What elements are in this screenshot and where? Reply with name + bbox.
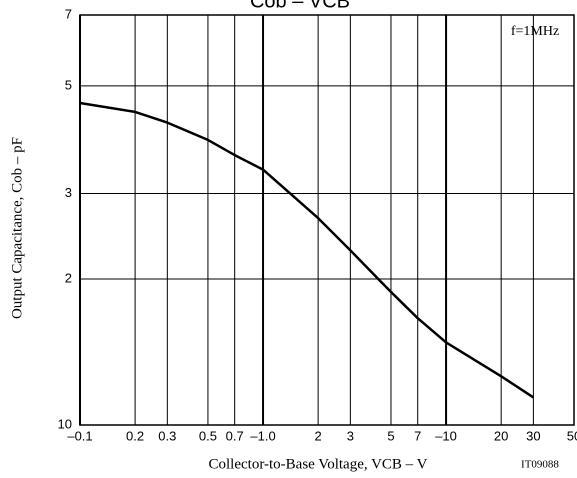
plot-frame bbox=[79, 14, 575, 426]
x-tick-label: 0.3 bbox=[158, 428, 176, 443]
x-tick-label: 0.7 bbox=[226, 428, 244, 443]
y-tick-label: 2 bbox=[65, 270, 72, 285]
x-tick-label: –0.1 bbox=[67, 428, 92, 443]
x-tick-label: –1.0 bbox=[250, 428, 275, 443]
annotation: f=1MHz bbox=[511, 24, 559, 39]
y-tick-label: 3 bbox=[65, 185, 72, 200]
x-tick-label: 7 bbox=[414, 428, 421, 443]
x-tick-label: 30 bbox=[526, 428, 540, 443]
y-tick-label: 7 bbox=[65, 6, 72, 21]
x-tick-label: 5 bbox=[387, 428, 394, 443]
x-tick-label: 3 bbox=[347, 428, 354, 443]
y-axis-label: Output Capacitance, Cob – pF bbox=[9, 137, 25, 319]
data-line bbox=[79, 101, 535, 399]
x-tick-label: 2 bbox=[315, 428, 322, 443]
x-tick-label: 20 bbox=[494, 428, 508, 443]
x-tick-label: 50 bbox=[567, 428, 577, 443]
x-tick-label: 0.5 bbox=[199, 428, 217, 443]
annotation: IT09088 bbox=[521, 459, 559, 471]
chart-title: Cob – VCB bbox=[250, 0, 350, 12]
x-axis-label: Collector-to-Base Voltage, VCB – V bbox=[209, 456, 428, 472]
x-tick-label: –10 bbox=[435, 428, 457, 443]
y-tick-label: 5 bbox=[65, 77, 72, 92]
y-tick-label: 10 bbox=[58, 416, 72, 431]
x-tick-label: 0.2 bbox=[126, 428, 144, 443]
